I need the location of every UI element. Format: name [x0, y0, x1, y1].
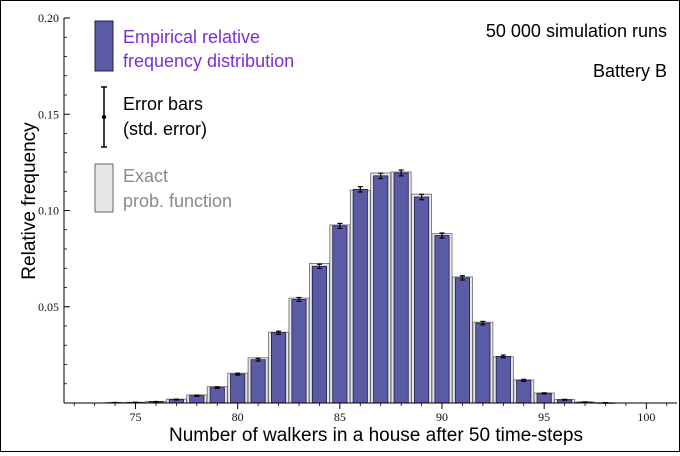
error-bar-96	[562, 399, 567, 400]
empirical-bar-91	[455, 278, 469, 403]
x-tick-label-95: 95	[538, 410, 550, 424]
y-tick-label-0.10: 0.10	[38, 204, 59, 218]
legend-exact-line-2: prob. function	[123, 191, 232, 211]
empirical-bar-82	[271, 333, 285, 403]
empirical-bar-83	[292, 299, 306, 403]
legend-empirical-line-1: Empirical relative	[123, 27, 260, 47]
legend-empirical-line-2: frequency distribution	[123, 51, 294, 71]
error-bar-95	[542, 393, 547, 394]
empirical-bar-86	[353, 189, 367, 403]
legend-exact-swatch	[95, 164, 113, 212]
empirical-bar-93	[496, 356, 510, 403]
x-tick-label-100: 100	[637, 410, 655, 424]
empirical-bar-94	[517, 380, 531, 403]
legend: Empirical relative frequency distributio…	[95, 21, 294, 212]
x-tick-label-80: 80	[232, 410, 244, 424]
legend-exact-line-1: Exact	[123, 166, 168, 186]
y-axis-label: Relative frequency	[19, 122, 40, 280]
error-bar-78	[194, 395, 199, 396]
y-tick-label-0.20: 0.20	[38, 11, 59, 25]
empirical-bar-87	[374, 176, 388, 403]
x-tick-label-75: 75	[130, 410, 142, 424]
annotation-simulation-runs: 50 000 simulation runs	[486, 21, 667, 41]
empirical-bar-80	[231, 374, 245, 403]
annotation-battery: Battery B	[593, 61, 667, 81]
empirical-bar-90	[435, 236, 449, 403]
empirical-bar-81	[251, 360, 265, 403]
legend-errorbar-icon	[101, 87, 107, 147]
error-bar-77	[174, 399, 179, 400]
empirical-bar-95	[537, 393, 551, 403]
empirical-bar-92	[476, 323, 490, 403]
empirical-bar-88	[394, 173, 408, 403]
legend-empirical-swatch	[95, 21, 113, 71]
legend-errorbar-line-1: Error bars	[123, 94, 203, 114]
empirical-bar-85	[333, 226, 347, 403]
x-axis-label: Number of walkers in a house after 50 ti…	[169, 425, 583, 446]
x-tick-label-85: 85	[334, 410, 346, 424]
x-tick-label-90: 90	[436, 410, 448, 424]
empirical-bar-84	[312, 266, 326, 403]
legend-errorbar-line-2: (std. error)	[123, 119, 207, 139]
empirical-bar-89	[414, 197, 428, 403]
empirical-bar-79	[210, 388, 224, 403]
y-tick-label-0.05: 0.05	[38, 300, 59, 314]
y-tick-label-0.15: 0.15	[38, 107, 59, 121]
